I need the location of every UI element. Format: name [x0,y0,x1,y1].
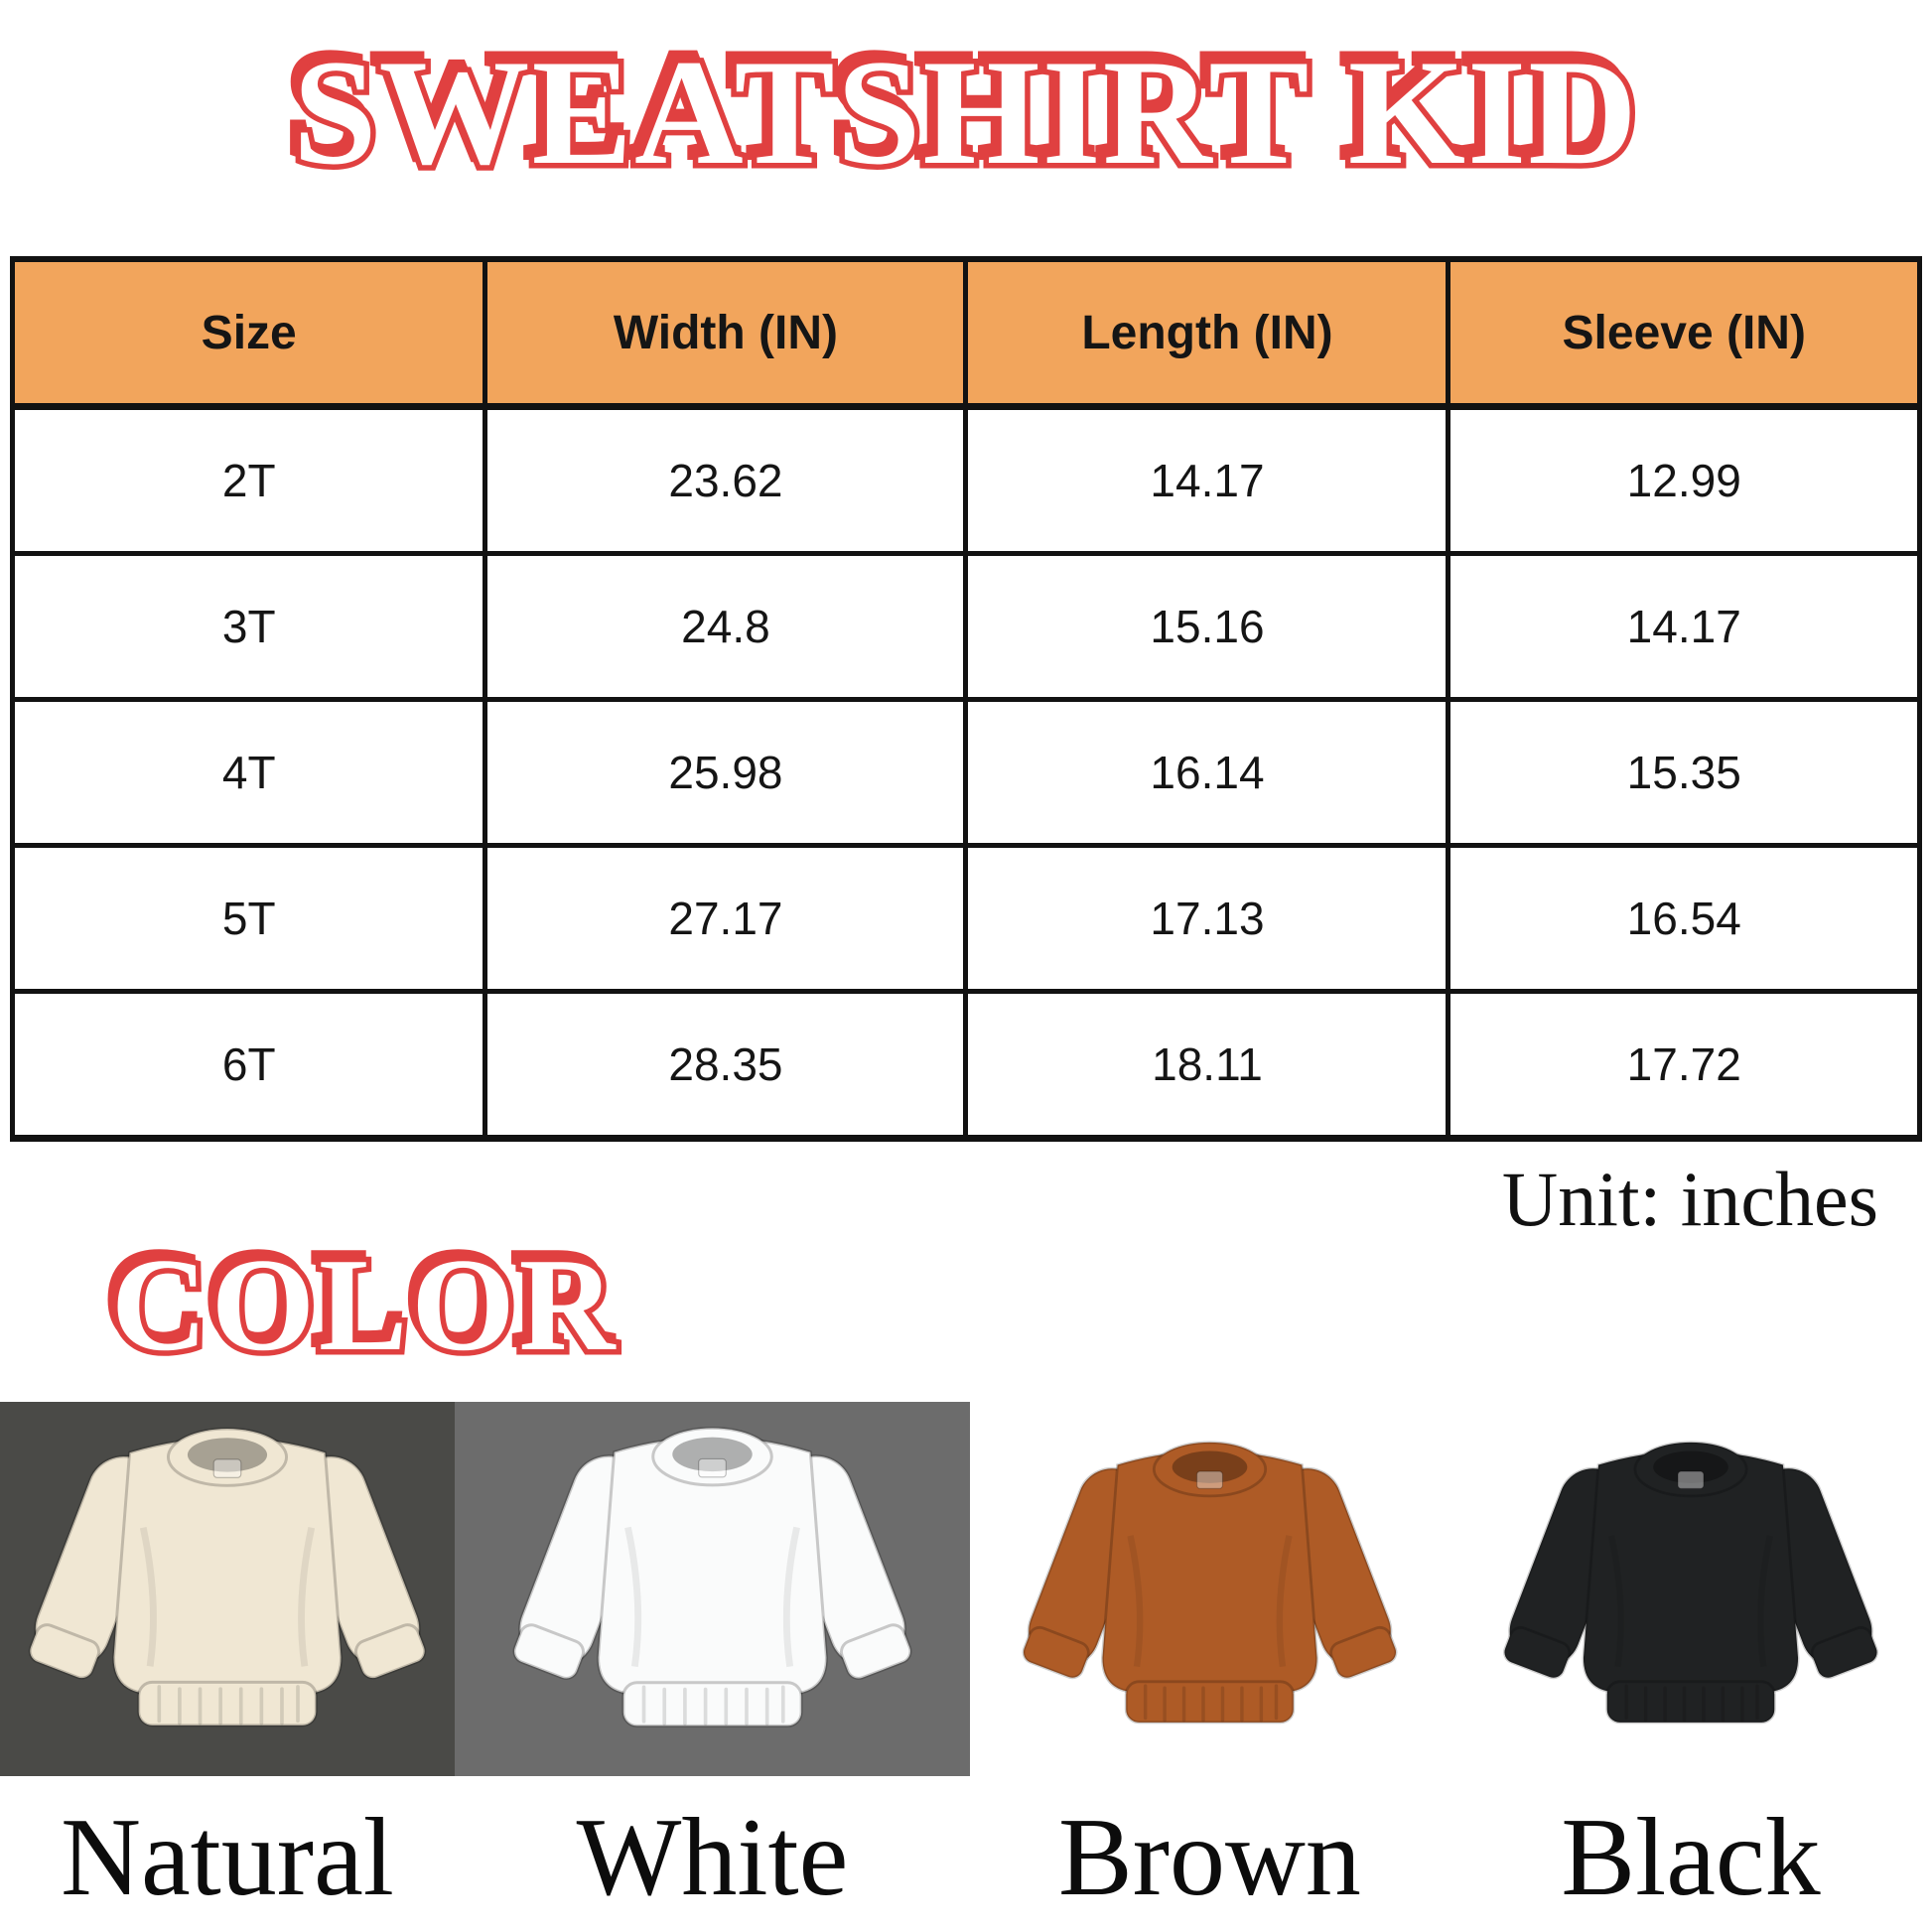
sweatshirt-graphic [1503,1441,1878,1725]
product-title: SWEATSHIRT KID SWEATSHIRT KID [282,16,1642,202]
collar-opening [672,1437,753,1472]
cell-width: 25.98 [483,697,969,848]
cell-length: 17.13 [963,843,1451,994]
hem-band [621,1681,803,1727]
fold-shading [1607,1535,1774,1668]
col-header-width: Width (IN) [483,256,969,410]
table-row: 6T 28.35 18.11 17.72 [9,989,1922,1142]
swatch-photo-natural [0,1402,455,1776]
cell-sleeve: 17.72 [1446,989,1922,1142]
col-header-size: Size [9,256,488,410]
cell-length: 15.16 [963,551,1451,702]
fold-shading [1127,1535,1293,1668]
swatch-photo-white [455,1402,970,1776]
cell-width: 24.8 [483,551,969,702]
cell-sleeve: 12.99 [1446,404,1922,556]
col-header-sleeve: Sleeve (IN) [1446,256,1922,410]
hem-ribbing [1624,1684,1759,1723]
collar [1633,1441,1748,1498]
collar [166,1427,289,1487]
neck-tag [1195,1470,1224,1489]
swatch-photo-black [1449,1402,1932,1776]
swatch-label-natural: Natural [61,1796,394,1919]
cell-size: 4T [9,697,488,848]
cell-length: 14.17 [963,404,1451,556]
swatch-label-brown: Brown [1058,1796,1361,1919]
collar [651,1426,773,1487]
neck-tag [1677,1470,1705,1489]
cell-width: 28.35 [483,989,969,1142]
table-row: 2T 23.62 14.17 12.99 [9,404,1922,556]
cell-width: 23.62 [483,404,969,556]
color-heading: COLOR COLOR [101,1219,621,1384]
unit-note: Unit: inches [1501,1156,1878,1242]
swatch-label-black: Black [1561,1796,1821,1919]
sweatshirt-graphic [1022,1441,1398,1725]
table-row: 5T 27.17 17.13 16.54 [9,843,1922,994]
hem-ribbing [1143,1684,1279,1723]
sweatshirt-graphic [28,1427,427,1727]
collar-opening [187,1438,268,1472]
neck-tag [698,1457,727,1478]
size-chart: Size Width (IN) Length (IN) Sleeve (IN) … [9,256,1922,1142]
cell-sleeve: 14.17 [1446,551,1922,702]
product-title-text: SWEATSHIRT KID [293,29,1639,196]
col-header-length: Length (IN) [963,256,1451,410]
table-row: 3T 24.8 15.16 14.17 [9,551,1922,702]
cell-length: 18.11 [963,989,1451,1142]
cell-size: 6T [9,989,488,1142]
hem-band [137,1680,318,1727]
collar-opening [1653,1450,1728,1483]
neck-tag [212,1458,242,1478]
cell-sleeve: 15.35 [1446,697,1922,848]
color-heading-shadow-text: COLOR [106,1224,614,1371]
cell-length: 16.14 [963,697,1451,848]
cell-size: 2T [9,404,488,556]
hem-ribbing [157,1685,300,1725]
swatch-label-white: White [576,1796,849,1919]
table-row: 4T 25.98 16.14 15.35 [9,697,1922,848]
size-chart-table: Size Width (IN) Length (IN) Sleeve (IN) … [9,256,1922,1142]
cell-size: 5T [9,843,488,994]
cell-size: 3T [9,551,488,702]
header-row: Size Width (IN) Length (IN) Sleeve (IN) [9,256,1922,410]
hem-ribbing [641,1685,785,1725]
sweatshirt-graphic [512,1426,912,1727]
fold-shading [139,1526,316,1667]
cell-width: 27.17 [483,843,969,994]
cell-sleeve: 16.54 [1446,843,1922,994]
product-title-shadow-text: SWEATSHIRT KID [287,21,1633,188]
color-heading-text: COLOR [111,1231,619,1378]
fold-shading [624,1526,800,1668]
hem-band [1124,1680,1296,1725]
collar [1152,1441,1268,1498]
hem-band [1605,1680,1776,1725]
swatch-photo-brown [970,1402,1449,1776]
collar-opening [1172,1450,1248,1483]
